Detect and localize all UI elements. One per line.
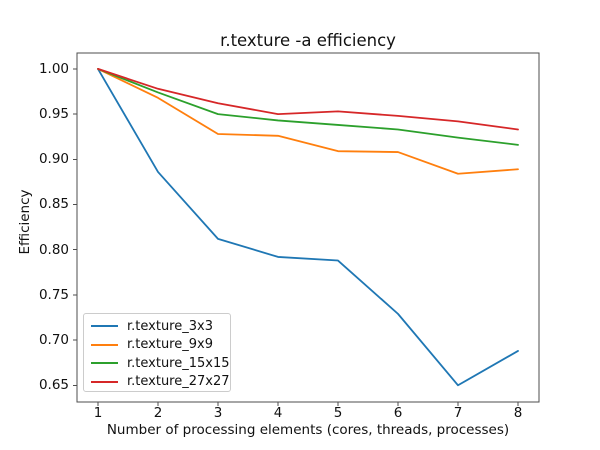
- x-tick-label: 8: [513, 405, 523, 421]
- plot-border: [76, 52, 540, 403]
- y-tick-label: 0.65: [38, 377, 69, 394]
- x-tick-label: 6: [393, 405, 403, 421]
- series-line-r.texture_27x27: [97, 68, 519, 131]
- y-tick-label: 0.85: [38, 196, 69, 213]
- legend-label: r.texture_15x15: [127, 355, 230, 371]
- x-tick-label: 5: [333, 405, 343, 421]
- legend-item: r.texture_15x15: [91, 354, 230, 373]
- y-tick-label: 0.70: [38, 332, 69, 349]
- legend-label: r.texture_27x27: [127, 374, 230, 390]
- x-tick-label: 7: [453, 405, 463, 421]
- legend-item: r.texture_9x9: [91, 336, 230, 355]
- y-tick-label: 0.80: [38, 241, 69, 258]
- chart-title: r.texture -a efficiency: [220, 31, 396, 50]
- legend-label: r.texture_9x9: [127, 337, 213, 353]
- series-line-r.texture_9x9: [97, 68, 519, 175]
- x-axis-label: Number of processing elements (cores, th…: [106, 422, 510, 438]
- x-tick-label: 2: [153, 405, 163, 421]
- series-line-r.texture_3x3: [97, 68, 519, 387]
- y-tick-label: 0.90: [38, 151, 69, 168]
- y-tick-label: 0.75: [38, 286, 69, 303]
- x-tick-label: 4: [273, 405, 283, 421]
- legend: r.texture_3x3 r.texture_9x9 r.texture_15…: [83, 313, 231, 392]
- legend-label: r.texture_3x3: [127, 318, 213, 334]
- legend-line-swatch-orange: [91, 343, 118, 346]
- legend-line-swatch-red: [91, 380, 118, 383]
- legend-item: r.texture_3x3: [91, 317, 230, 336]
- legend-item: r.texture_27x27: [91, 373, 230, 392]
- y-tick-label: 0.95: [38, 106, 69, 123]
- x-tick-label: 3: [213, 405, 223, 421]
- y-tick-label: 1.00: [38, 60, 69, 77]
- legend-line-swatch-blue: [91, 325, 118, 328]
- legend-line-swatch-green: [91, 362, 118, 365]
- x-tick-label: 1: [93, 405, 103, 421]
- series-line-r.texture_15x15: [97, 68, 519, 146]
